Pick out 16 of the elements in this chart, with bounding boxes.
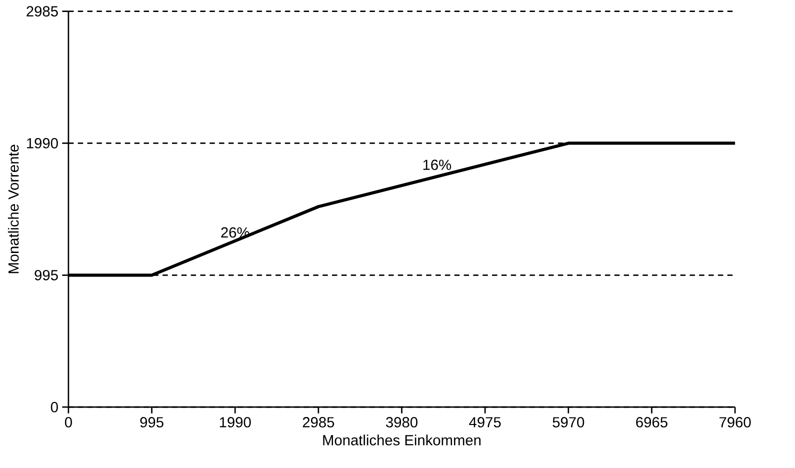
annotation: 16% (423, 160, 452, 170)
x-axis-title: Monatliches Einkommen (323, 434, 481, 446)
x-tick-label: 7960 (720, 417, 751, 428)
x-tick-label: 4975 (469, 417, 501, 428)
x-tick-label: 3980 (386, 417, 418, 428)
x-tick-label: 995 (140, 417, 164, 428)
x-tick-label: 6965 (636, 417, 668, 428)
y-tick-label: 2985 (26, 6, 58, 16)
y-tick-label: 1990 (27, 138, 58, 148)
x-tick-label: 2985 (302, 417, 334, 428)
x-tick-label: 5970 (552, 417, 584, 428)
y-axis-title: Monatliche Vorrente (8, 144, 19, 274)
y-tick-label: 995 (34, 270, 58, 280)
x-tick-label: 0 (64, 417, 72, 428)
y-tick-label: 0 (50, 402, 58, 412)
x-tick-label: 1990 (220, 417, 251, 428)
